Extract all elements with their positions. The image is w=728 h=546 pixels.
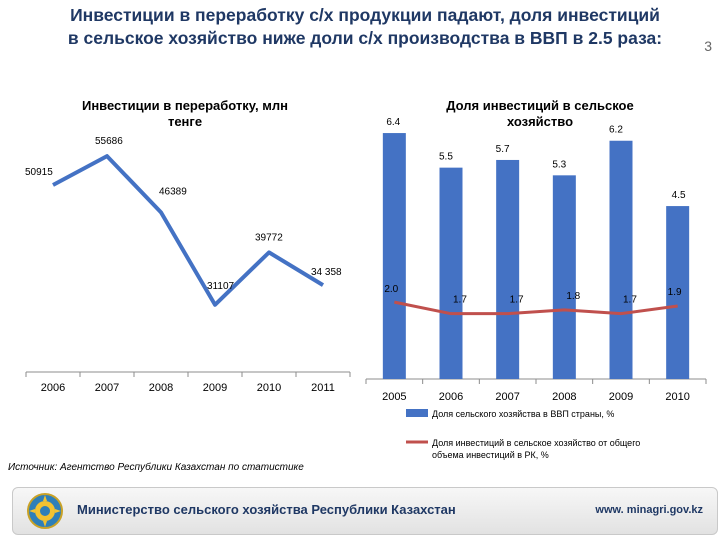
left-chart-title: Инвестиции в переработку, млн тенге [40, 98, 330, 130]
left-x-tick-label: 2006 [41, 382, 65, 394]
left-x-tick-label: 2008 [149, 382, 173, 394]
right-line-label: 1.9 [668, 287, 682, 298]
right-line-label: 1.7 [453, 295, 467, 306]
left-data-label: 50915 [25, 167, 53, 178]
right-bar-label: 6.4 [386, 117, 400, 128]
website-link[interactable]: www. minagri.gov.kz [595, 504, 703, 516]
right-x-tick-label: 2010 [665, 391, 689, 403]
right-bar-label: 4.5 [672, 190, 686, 201]
right-chart-title-line-1: Доля инвестиций в сельское [446, 98, 634, 113]
slide-number: 3 [704, 38, 712, 54]
ministry-name: Министерство сельского хозяйства Республ… [77, 502, 456, 517]
footer-bar: Министерство сельского хозяйства Республ… [12, 487, 718, 535]
source-note: Источник: Агентство Республики Казахстан… [8, 462, 304, 473]
headline-line-2: в сельское хозяйство ниже доли с/х произ… [67, 28, 663, 48]
right-x-tick-label: 2008 [552, 391, 576, 403]
right-bar [552, 175, 576, 379]
right-line-label: 1.7 [510, 295, 524, 306]
legend-bar-swatch [406, 409, 428, 417]
right-x-tick-label: 2007 [495, 391, 519, 403]
right-bar-label: 5.7 [496, 144, 510, 155]
left-data-label: 31107 [207, 281, 235, 292]
left-x-tick-label: 2009 [203, 382, 227, 394]
legend-line-label-2: объема инвестиций в РК, % [432, 450, 549, 460]
right-chart-title: Доля инвестиций в сельское хозяйство [395, 98, 685, 130]
kazakhstan-emblem-icon [27, 493, 63, 529]
left-series-line [52, 154, 325, 307]
right-x-tick-label: 2005 [382, 391, 406, 403]
left-data-label: 39772 [255, 232, 283, 243]
left-x-tick-label: 2010 [257, 382, 281, 394]
left-chart-title-line-2: тенге [167, 114, 203, 129]
right-bar [382, 133, 406, 379]
right-chart-title-line-2: хозяйство [506, 114, 574, 129]
right-bar [609, 140, 633, 379]
right-bar-label: 5.5 [439, 152, 453, 163]
right-bar [439, 167, 463, 379]
headline-line-1: Инвестиции в переработку с/х продукции п… [70, 5, 660, 25]
left-chart-title-line-1: Инвестиции в переработку, млн [81, 98, 288, 113]
left-x-tick-label: 2011 [311, 382, 335, 394]
right-x-tick-label: 2009 [609, 391, 633, 403]
right-line-label: 1.8 [566, 291, 580, 302]
left-data-label: 34 358 [311, 267, 342, 278]
left-data-label: 46389 [159, 186, 187, 197]
legend-line-label-1: Доля инвестиций в сельское хозяйство от … [432, 438, 640, 448]
right-x-tick-label: 2006 [439, 391, 463, 403]
right-bar [666, 206, 690, 379]
right-bar-label: 6.2 [609, 125, 623, 136]
left-data-label: 55686 [95, 136, 123, 147]
slide-headline: Инвестиции в переработку с/х продукции п… [30, 4, 700, 50]
right-line-label: 1.7 [623, 295, 637, 306]
right-bar [496, 159, 520, 379]
right-series-line [394, 300, 678, 316]
legend-bar-label: Доля сельского хозяйства в ВВП страны, % [432, 409, 614, 419]
left-x-tick-label: 2007 [95, 382, 119, 394]
right-line-label: 2.0 [384, 284, 398, 295]
right-bar-label: 5.3 [552, 159, 566, 170]
